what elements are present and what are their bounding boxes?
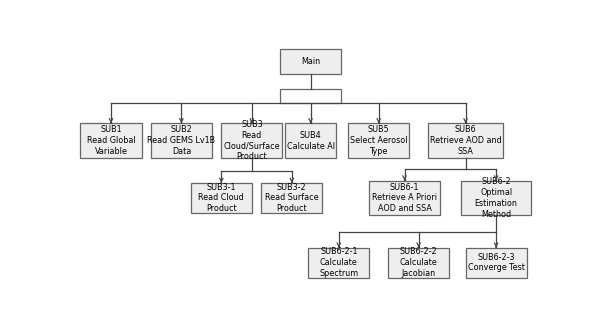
FancyBboxPatch shape [465,248,527,277]
Text: SUB6-2-3
Converge Test: SUB6-2-3 Converge Test [468,253,525,273]
Text: SUB6
Retrieve AOD and
SSA: SUB6 Retrieve AOD and SSA [430,125,501,156]
FancyBboxPatch shape [280,89,341,103]
Text: SUB3
Read
Cloud/Surface
Product: SUB3 Read Cloud/Surface Product [224,120,280,162]
FancyBboxPatch shape [428,123,503,158]
Text: SUB1
Read Global
Variable: SUB1 Read Global Variable [87,125,135,156]
FancyBboxPatch shape [81,123,142,158]
FancyBboxPatch shape [261,183,322,213]
Text: SUB4
Calculate AI: SUB4 Calculate AI [287,131,335,151]
FancyBboxPatch shape [221,123,282,158]
FancyBboxPatch shape [151,123,212,158]
Text: SUB5
Select Aerosol
Type: SUB5 Select Aerosol Type [350,125,407,156]
FancyBboxPatch shape [369,181,440,215]
FancyBboxPatch shape [191,183,252,213]
Text: SUB2
Read GEMS Lv1B
Data: SUB2 Read GEMS Lv1B Data [147,125,216,156]
Text: SUB6-2-2
Calculate
Jacobian: SUB6-2-2 Calculate Jacobian [400,247,438,278]
Text: SUB3-1
Read Cloud
Product: SUB3-1 Read Cloud Product [199,183,244,213]
FancyBboxPatch shape [348,123,409,158]
FancyBboxPatch shape [308,248,369,277]
FancyBboxPatch shape [285,123,336,158]
Text: SUB6-2-1
Calculate
Spectrum: SUB6-2-1 Calculate Spectrum [319,247,358,278]
FancyBboxPatch shape [388,248,449,277]
Text: SUB6-2
Optimal
Estimation
Method: SUB6-2 Optimal Estimation Method [474,177,518,219]
FancyBboxPatch shape [280,49,341,74]
Text: SUB3-2
Read Surface
Product: SUB3-2 Read Surface Product [265,183,319,213]
Text: SUB6-1
Retrieve A Priori
AOD and SSA: SUB6-1 Retrieve A Priori AOD and SSA [372,183,437,213]
Text: Main: Main [301,57,320,66]
FancyBboxPatch shape [461,181,531,215]
